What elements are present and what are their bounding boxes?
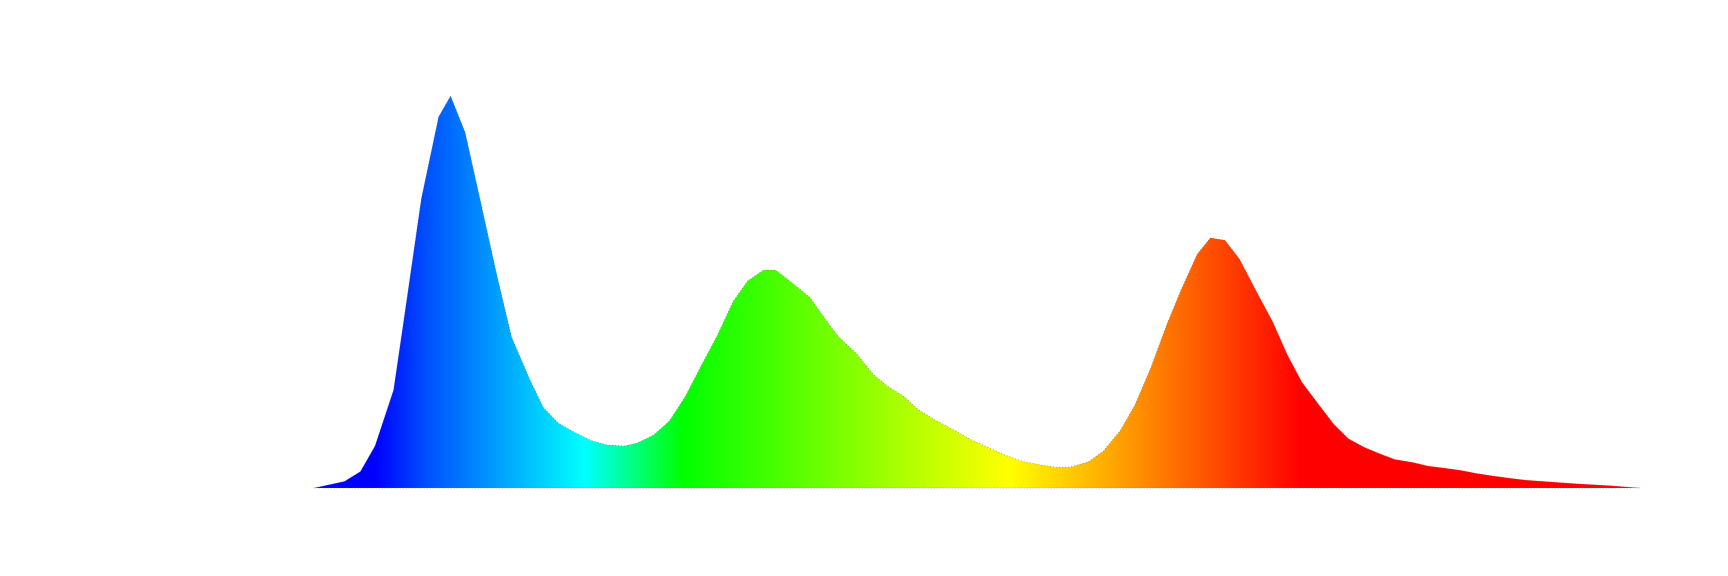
spectrum-area — [313, 95, 1641, 489]
